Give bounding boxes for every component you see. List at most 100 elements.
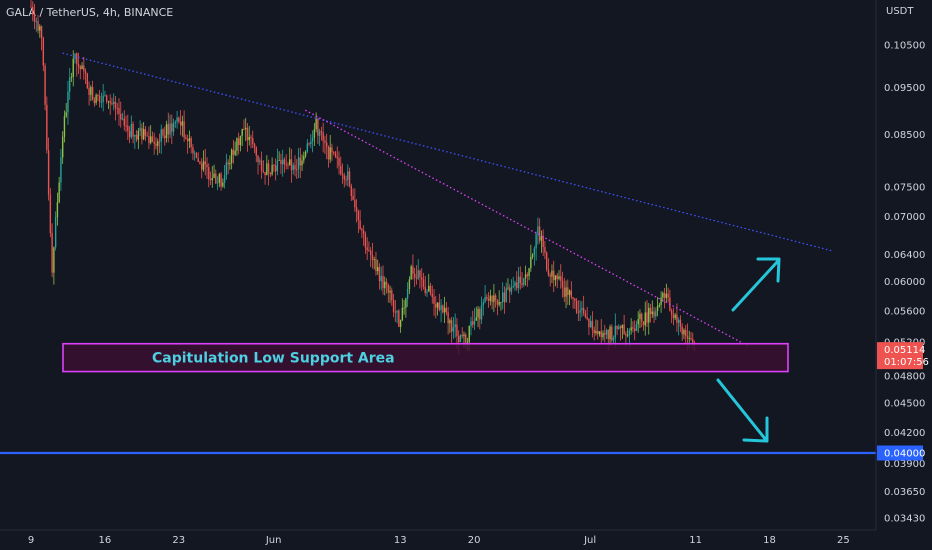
candle-body <box>588 318 590 328</box>
support-zone[interactable] <box>62 342 789 373</box>
candle-body <box>683 329 685 335</box>
candle-body <box>53 247 55 273</box>
candle-body <box>524 274 527 278</box>
candle-body <box>70 76 73 78</box>
candle-body <box>616 325 618 329</box>
candle-body <box>104 95 106 97</box>
y-tick-label: 0.03430 <box>884 514 925 525</box>
candle-body <box>639 313 641 320</box>
candle-body <box>320 131 323 133</box>
candle-body <box>318 131 321 136</box>
y-tick-label: 0.07500 <box>884 183 925 194</box>
candle-body <box>398 310 400 327</box>
candle-body <box>241 128 243 136</box>
candle-body <box>303 156 305 161</box>
candle-body <box>245 127 247 130</box>
candle-body <box>355 207 358 212</box>
candle-body <box>116 108 118 109</box>
candle-body <box>561 280 564 288</box>
candle-body <box>503 292 506 303</box>
candle-body <box>419 270 421 278</box>
candle-body <box>250 136 252 138</box>
trendline-long-term[interactable] <box>62 52 833 252</box>
candle-body <box>551 270 553 277</box>
y-tick-label: 0.04200 <box>884 428 925 439</box>
candle-body <box>410 266 412 280</box>
candle-body <box>487 298 490 301</box>
candle-body <box>494 295 497 300</box>
candle-body <box>602 332 604 338</box>
candle-body <box>333 152 335 154</box>
candle-body <box>392 300 395 312</box>
candle-body <box>264 172 266 176</box>
candle-body <box>285 164 287 166</box>
candle-body <box>445 307 448 313</box>
candle-body <box>30 6 32 8</box>
candle-body <box>560 276 562 281</box>
candle-body <box>436 302 439 308</box>
candle-body <box>32 6 34 15</box>
candle-body <box>273 165 275 166</box>
x-tick-label: 20 <box>468 535 481 546</box>
candle-body <box>549 275 551 277</box>
candle-body <box>144 129 147 136</box>
support-zone-label: Capitulation Low Support Area <box>152 351 395 367</box>
candle-body <box>595 330 597 334</box>
candle-body <box>69 77 71 92</box>
candle-body <box>61 136 64 158</box>
candle-body <box>239 135 242 146</box>
candle-body <box>457 336 460 343</box>
candle-body <box>366 247 368 251</box>
candle-body <box>626 335 629 337</box>
symbol-title: GALA / TetherUS, 4h, BINANCE <box>6 6 174 19</box>
candle-body <box>315 119 317 130</box>
candle-body <box>544 247 546 253</box>
candle-body <box>357 211 360 221</box>
candle-body <box>579 310 581 313</box>
candle-body <box>76 53 78 64</box>
candle-body <box>635 324 638 331</box>
candle-body <box>83 65 85 72</box>
candle-body <box>672 314 675 319</box>
candle-body <box>72 58 74 77</box>
y-tick-label: 0.07000 <box>884 212 925 223</box>
candle-body <box>690 338 692 340</box>
candle-body <box>125 125 127 127</box>
level-price-badge <box>877 445 923 461</box>
candle-body <box>181 121 184 126</box>
candle-body <box>197 158 199 163</box>
candle-body <box>322 132 324 141</box>
candle-body <box>63 116 66 137</box>
candle-body <box>405 298 407 308</box>
candle-body <box>484 296 486 303</box>
candle-body <box>612 337 615 341</box>
candle-body <box>206 164 208 168</box>
candle-body <box>663 293 666 298</box>
candle-body <box>313 129 316 138</box>
candle-body <box>348 171 351 186</box>
candle-body <box>692 339 694 344</box>
candle-body <box>141 127 143 140</box>
candle-body <box>421 277 423 280</box>
trendline-short-term[interactable] <box>304 109 749 347</box>
candle-body <box>345 179 347 181</box>
candle-body <box>274 165 277 172</box>
candle-body <box>649 307 652 315</box>
candle-body <box>475 317 477 321</box>
candle-body <box>542 236 544 248</box>
candle-body <box>218 173 221 183</box>
candle-body <box>325 142 328 147</box>
candle-body <box>165 124 168 139</box>
candle-body <box>347 171 349 180</box>
candle-body <box>385 281 388 285</box>
x-tick-label: 13 <box>394 535 407 546</box>
y-tick-label: 0.03650 <box>884 487 925 498</box>
candle-body <box>67 91 69 113</box>
candle-body <box>641 313 643 322</box>
candle-body <box>290 159 293 171</box>
candle-body <box>151 136 154 142</box>
candle-body <box>433 297 435 304</box>
candle-body <box>296 169 298 171</box>
candle-body <box>526 274 529 276</box>
